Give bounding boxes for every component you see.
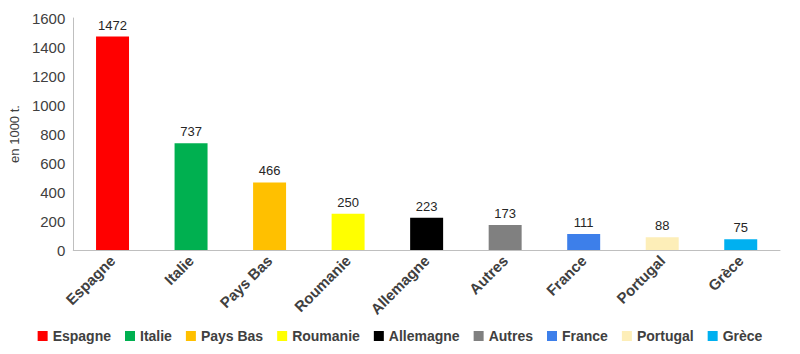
svg-text:Allemagne: Allemagne [389, 328, 460, 344]
svg-text:1400: 1400 [32, 39, 65, 56]
svg-text:466: 466 [259, 163, 281, 178]
svg-text:111: 111 [574, 215, 594, 230]
svg-text:en 1000 t.: en 1000 t. [7, 105, 22, 163]
svg-text:Pays Bas: Pays Bas [216, 252, 275, 311]
svg-text:France: France [562, 328, 608, 344]
svg-text:1600: 1600 [32, 10, 65, 27]
svg-text:223: 223 [416, 199, 438, 214]
svg-text:Italie: Italie [140, 328, 172, 344]
svg-text:0: 0 [57, 242, 65, 259]
svg-text:Espagne: Espagne [53, 328, 112, 344]
svg-text:Grèce: Grèce [723, 328, 763, 344]
svg-text:250: 250 [337, 195, 359, 210]
svg-text:600: 600 [40, 155, 65, 172]
svg-text:400: 400 [40, 184, 65, 201]
svg-text:1200: 1200 [32, 68, 65, 85]
svg-text:737: 737 [180, 124, 202, 139]
svg-text:Roumanie: Roumanie [292, 328, 360, 344]
svg-text:Roumanie: Roumanie [291, 252, 354, 315]
svg-text:Pays Bas: Pays Bas [201, 328, 263, 344]
svg-text:Portugal: Portugal [613, 252, 668, 307]
svg-text:88: 88 [655, 218, 669, 233]
svg-text:Autres: Autres [466, 252, 512, 298]
svg-text:200: 200 [40, 213, 65, 230]
svg-text:1472: 1472 [98, 18, 127, 33]
svg-text:Grèce: Grèce [705, 252, 747, 294]
svg-text:800: 800 [40, 126, 65, 143]
svg-text:France: France [543, 252, 590, 299]
svg-text:Espagne: Espagne [62, 252, 118, 308]
svg-text:75: 75 [734, 220, 748, 235]
svg-text:Autres: Autres [489, 328, 534, 344]
svg-text:Italie: Italie [161, 252, 197, 288]
svg-text:Portugal: Portugal [637, 328, 694, 344]
svg-text:1000: 1000 [32, 97, 65, 114]
svg-text:173: 173 [494, 206, 516, 221]
svg-text:Allemagne: Allemagne [367, 252, 433, 318]
